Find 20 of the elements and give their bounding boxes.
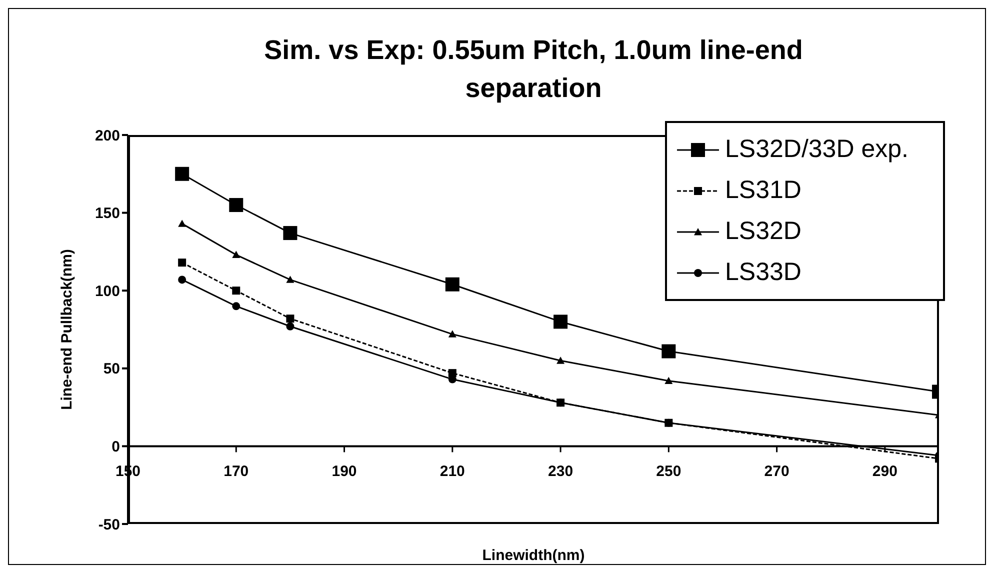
y-tick-label: 50 [103, 360, 120, 378]
x-tick-label: 250 [656, 463, 682, 480]
y-tick-label: 0 [112, 438, 120, 456]
x-tick-label: 210 [440, 463, 465, 480]
x-tick-label: 170 [224, 463, 249, 480]
y-axis-title: Line-end Pullback(nm) [58, 249, 76, 410]
x-tick-label: 270 [764, 463, 790, 480]
x-tick-label: 230 [548, 463, 574, 480]
x-tick-label: 190 [332, 463, 357, 480]
y-tick-label: 200 [94, 127, 120, 144]
y-tick-label: 150 [94, 205, 120, 222]
legend-label: LS33D [725, 258, 802, 287]
legend-label: LS31D [725, 176, 802, 205]
legend-label: LS32D/33D exp. [725, 135, 908, 164]
chart-title: Sim. vs Exp: 0.55um Pitch, 1.0um line-end separation [263, 34, 804, 105]
y-tick-label: 100 [94, 282, 120, 300]
x-tick-label: 290 [872, 463, 898, 480]
y-tick-label: -50 [98, 516, 120, 534]
legend-label: LS32D [725, 217, 802, 246]
x-axis-title: Linewidth(nm) [482, 547, 585, 564]
